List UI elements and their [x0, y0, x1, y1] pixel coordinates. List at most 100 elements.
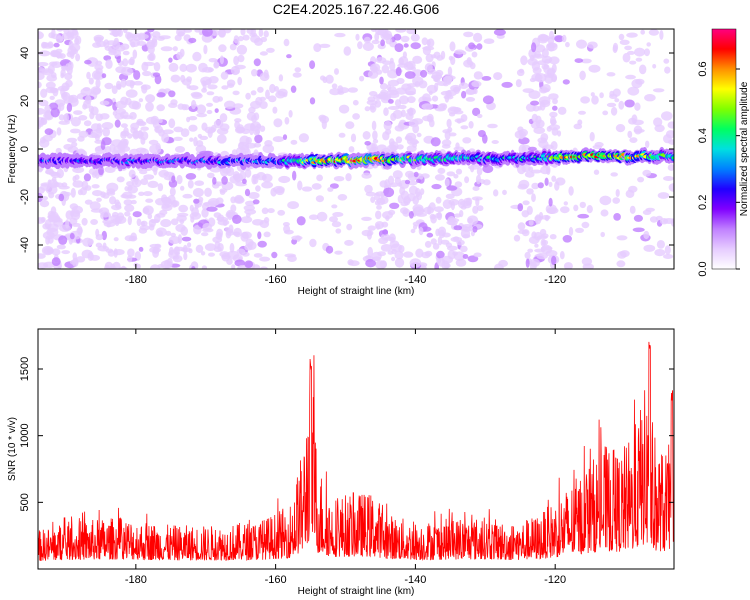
heatmap-noise-blob	[633, 214, 644, 222]
heatmap-noise-blob	[469, 62, 476, 70]
heatmap-noise-blob	[587, 41, 598, 49]
heatmap-noise-blob	[453, 251, 465, 261]
heatmap-noise-blob	[259, 256, 271, 262]
heatmap-noise-blob	[398, 104, 407, 110]
heatmap-noise-blob	[259, 266, 268, 269]
heatmap-noise-blob	[536, 252, 548, 260]
heatmap-noise-blob	[455, 168, 463, 175]
heatmap-noise-blob	[552, 98, 558, 105]
heatmap-noise-blob	[84, 95, 92, 105]
heatmap-noise-blob	[640, 29, 645, 35]
heatmap-noise-blob	[257, 86, 264, 93]
heatmap-noise-blob	[627, 130, 633, 139]
heatmap-noise-blob	[282, 222, 290, 227]
snr-y-tick-label: 1500	[19, 357, 31, 381]
heatmap-noise-blob	[606, 72, 616, 77]
heatmap-noise-blob	[462, 201, 472, 209]
heatmap-noise-blob	[536, 235, 548, 240]
heatmap-noise-blob	[384, 179, 390, 189]
heatmap-noise-blob	[278, 74, 284, 82]
heatmap-noise-blob	[72, 29, 78, 36]
heatmap-noise-blob	[140, 126, 149, 131]
heatmap-noise-blob	[67, 95, 74, 102]
heatmap-noise-blob	[329, 216, 338, 223]
heatmap-noise-blob	[534, 44, 546, 53]
heatmap-noise-blob	[231, 264, 236, 269]
heatmap-noise-blob	[446, 220, 458, 226]
heatmap-noise-blob	[380, 89, 388, 95]
heatmap-noise-blob	[254, 134, 263, 144]
heatmap-noise-blob	[447, 75, 456, 80]
heatmap-noise-blob	[661, 111, 673, 121]
heatmap-noise-blob	[482, 95, 494, 105]
heatmap-noise-blob	[331, 83, 338, 89]
heatmap-noise-blob	[161, 194, 168, 202]
heatmap-noise-blob	[83, 173, 91, 182]
heatmap-noise-blob	[154, 74, 162, 85]
heatmap-noise-blob	[69, 217, 78, 225]
heatmap-noise-blob	[577, 119, 583, 126]
colorbar-label: Normalized spectral amplitude	[739, 81, 750, 216]
heatmap-noise-blob	[58, 193, 65, 202]
heatmap-noise-blob	[319, 43, 331, 49]
heatmap-noise-blob	[207, 172, 215, 179]
heatmap-noise-blob	[348, 146, 355, 153]
heatmap-noise-blob	[216, 127, 229, 135]
heatmap-noise-blob	[221, 85, 229, 90]
heatmap-noise-blob	[632, 227, 645, 233]
heatmap-noise-blob	[381, 64, 390, 74]
heatmap-noise-blob	[466, 57, 472, 66]
heatmap-noise-blob	[532, 53, 545, 59]
heatmap-noise-blob	[403, 43, 409, 48]
heatmap-noise-blob	[465, 97, 476, 102]
heatmap-noise-blob	[432, 243, 440, 250]
heatmap-noise-blob	[171, 175, 176, 183]
snr-panel: -180 -160 -140 -120 500 1000 1500 Height of s…	[7, 328, 675, 597]
heatmap-noise-blob	[476, 205, 484, 212]
heatmap-noise-blob	[461, 90, 467, 99]
heatmap-noise-blob	[141, 84, 148, 94]
heatmap-noise-blob	[446, 118, 452, 128]
heatmap-noise-blob	[53, 42, 60, 48]
heatmap-noise-blob	[241, 128, 250, 135]
heatmap-noise-blob	[380, 39, 385, 47]
heatmap-noise-blob	[40, 216, 46, 223]
heatmap-noise-blob	[109, 196, 117, 205]
heatmap-noise-blob	[213, 212, 222, 219]
heatmap-noise-blob	[148, 218, 156, 228]
heatmap-x-tick-label: -180	[125, 274, 147, 286]
heatmap-noise-blob	[535, 72, 541, 82]
heatmap-noise-blob	[148, 52, 156, 61]
heatmap-noise-blob	[204, 126, 216, 134]
heatmap-noise-blob	[422, 46, 431, 56]
heatmap-noise-blob	[540, 238, 546, 247]
heatmap-noise-blob	[409, 140, 420, 145]
heatmap-noise-blob	[87, 252, 94, 261]
heatmap-noise-blob	[487, 123, 498, 129]
heatmap-noise-blob	[233, 103, 244, 109]
heatmap-noise-blob	[390, 112, 397, 122]
heatmap-noise-blob	[379, 76, 384, 85]
heatmap-noise-blob	[41, 41, 47, 49]
heatmap-noise-blob	[531, 113, 538, 123]
heatmap-noise-blob	[441, 139, 452, 147]
heatmap-noise-blob	[143, 191, 153, 197]
heatmap-noise-blob	[95, 78, 101, 88]
heatmap-noise-blob	[59, 224, 71, 232]
heatmap-noise-blob	[206, 91, 215, 96]
colorbar-gradient	[711, 28, 737, 270]
heatmap-noise-blob	[548, 197, 553, 207]
heatmap-noise-blob	[329, 183, 339, 189]
heatmap-noise-blob	[183, 29, 193, 33]
heatmap-noise-blob	[635, 57, 643, 62]
heatmap-noise-blob	[562, 79, 570, 85]
heatmap-noise-blob	[392, 170, 403, 180]
heatmap-noise-blob	[389, 182, 399, 188]
heatmap-noise-blob	[191, 266, 196, 269]
heatmap-noise-blob	[338, 104, 350, 114]
heatmap-noise-blob	[123, 199, 133, 206]
heatmap-noise-blob	[102, 242, 107, 250]
heatmap-noise-blob	[416, 178, 422, 183]
heatmap-noise-blob	[168, 249, 179, 259]
heatmap-noise-blob	[530, 100, 540, 106]
